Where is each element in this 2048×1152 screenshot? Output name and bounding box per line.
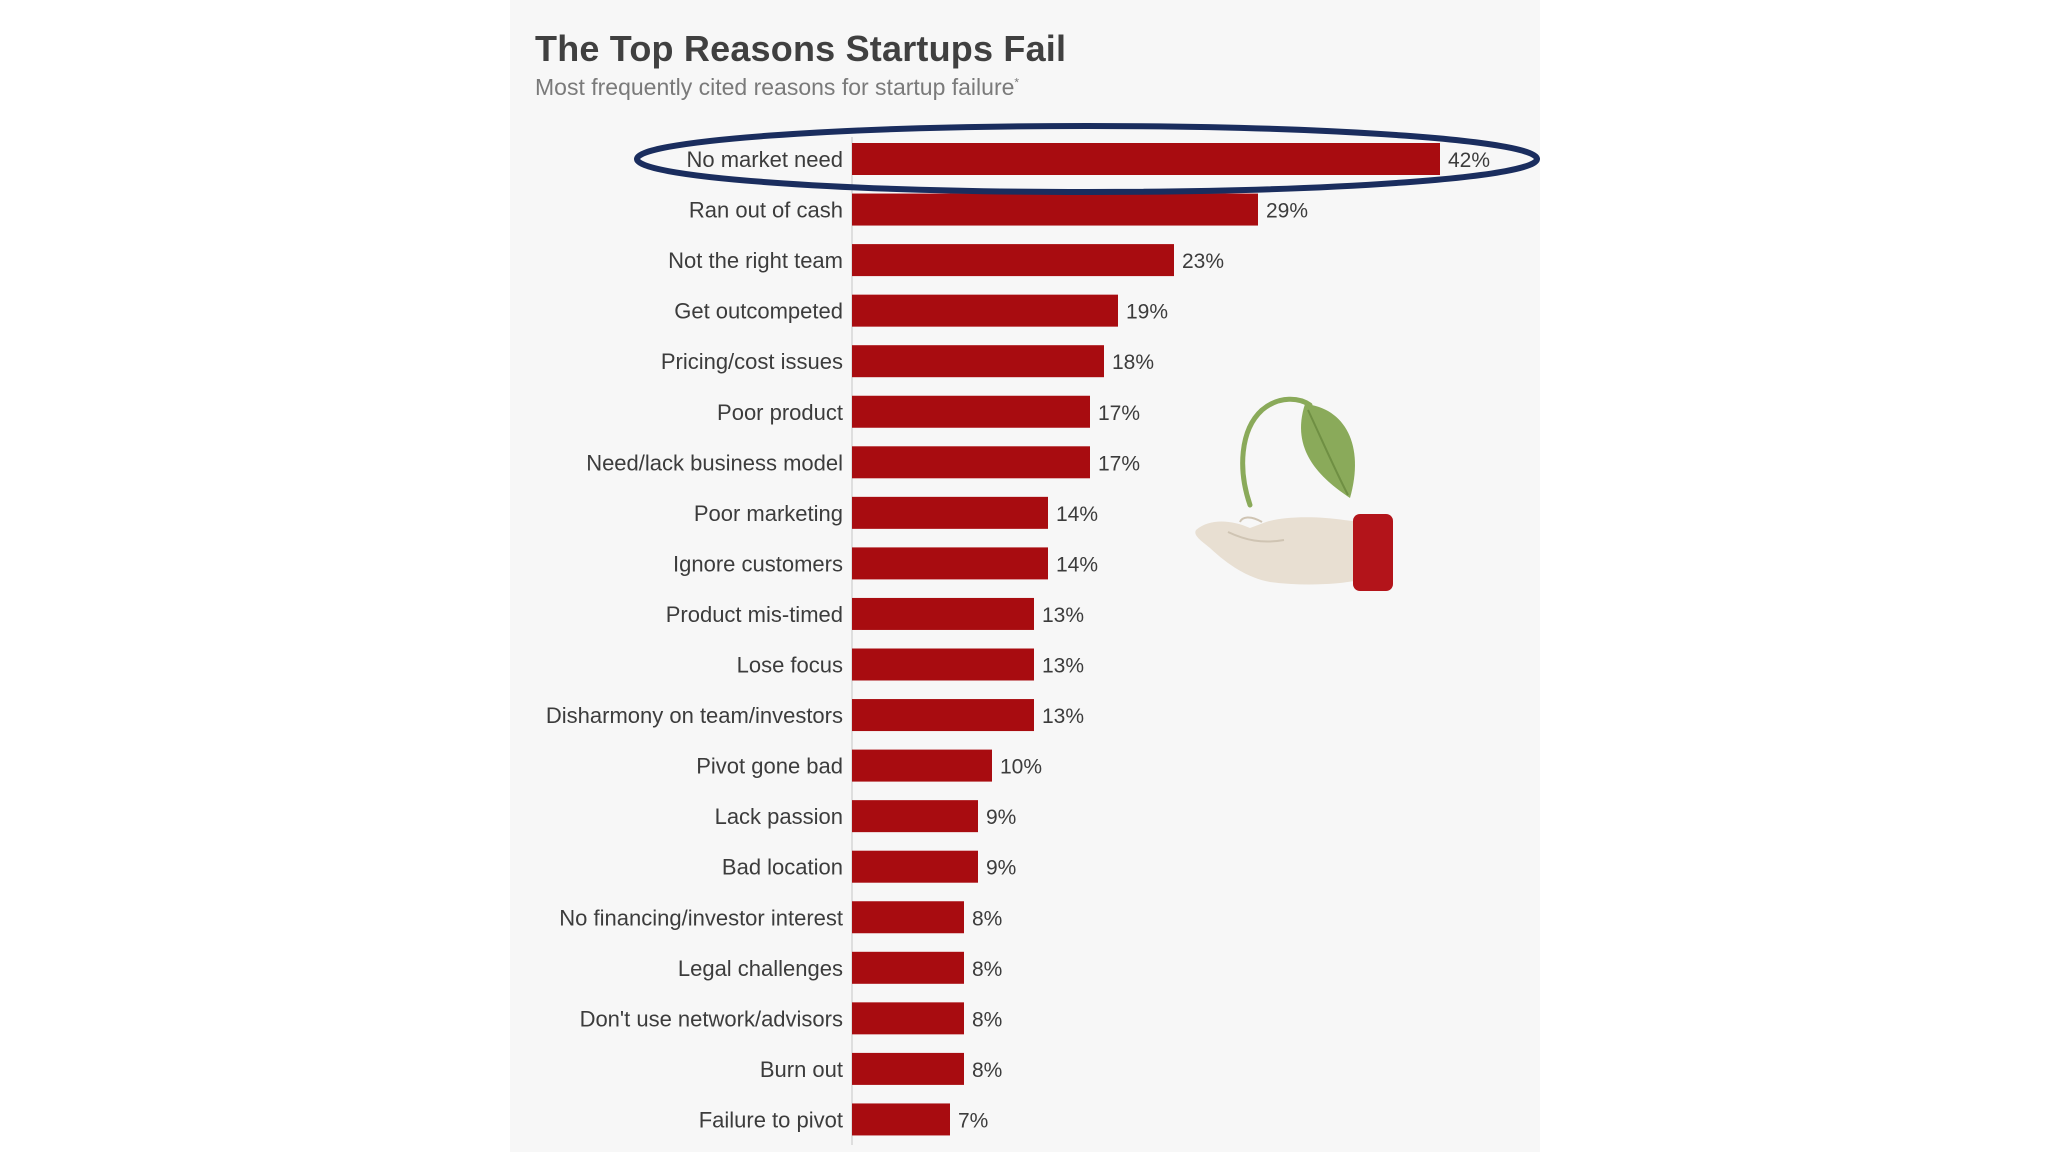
bar: [852, 446, 1090, 479]
category-label: Pivot gone bad: [696, 754, 843, 779]
value-label: 17%: [1098, 452, 1140, 475]
category-label: No financing/investor interest: [559, 905, 843, 930]
category-label: Pricing/cost issues: [661, 349, 843, 374]
chart-subtitle-text: Most frequently cited reasons for startu…: [535, 74, 1015, 100]
value-label: 14%: [1056, 503, 1098, 526]
value-label: 8%: [972, 907, 1002, 930]
value-label: 10%: [1000, 756, 1042, 779]
category-label: Lose focus: [737, 653, 843, 678]
category-label: Bad location: [722, 855, 843, 880]
category-label: No market need: [686, 147, 843, 172]
category-label: Not the right team: [668, 248, 843, 273]
bar: [852, 951, 964, 984]
value-label: 9%: [986, 806, 1016, 829]
value-label: 29%: [1266, 200, 1308, 223]
thumb-line: [1239, 516, 1263, 523]
category-label: Get outcompeted: [674, 299, 843, 324]
hand-crease: [1227, 531, 1285, 543]
bar: [852, 800, 978, 833]
bar: [852, 749, 992, 782]
footnote-mark: *: [1014, 75, 1020, 90]
bar: [852, 901, 964, 934]
bar: [852, 648, 1034, 681]
value-label: 18%: [1112, 351, 1154, 374]
value-label: 8%: [972, 1059, 1002, 1082]
leaf-vein: [1307, 409, 1349, 496]
category-label: Legal challenges: [678, 956, 843, 981]
value-label: 13%: [1042, 655, 1084, 678]
value-label: 13%: [1042, 604, 1084, 627]
bar: [852, 244, 1174, 277]
value-label: 23%: [1182, 250, 1224, 273]
category-label: Don't use network/advisors: [580, 1006, 843, 1031]
value-label: 14%: [1056, 553, 1098, 576]
sprout-leaf: [1301, 404, 1355, 498]
bar: [852, 345, 1104, 378]
bar: [852, 143, 1440, 175]
category-label: Poor marketing: [694, 501, 843, 526]
category-label: Burn out: [760, 1057, 843, 1082]
bar: [852, 547, 1048, 580]
value-label: 7%: [958, 1109, 988, 1132]
sprout-stem: [1240, 396, 1313, 508]
bars-layer: No market need 42% Ran out of cash 29% Not t…: [546, 123, 1540, 1145]
category-label: Ignore customers: [673, 551, 843, 576]
hand-holding-sprout-icon: [1195, 396, 1393, 591]
category-label: Disharmony on team/investors: [546, 703, 843, 728]
hand-palm: [1195, 517, 1360, 585]
category-label: Lack passion: [715, 804, 843, 829]
chart-title: The Top Reasons Startups Fail: [535, 28, 1067, 69]
bar: [852, 496, 1048, 529]
bar: [852, 699, 1034, 732]
category-label: Need/lack business model: [586, 450, 843, 475]
value-label: 42%: [1448, 149, 1490, 172]
category-label: Poor product: [717, 400, 843, 425]
category-label: Failure to pivot: [699, 1107, 843, 1132]
bar: [852, 1103, 950, 1136]
value-label: 8%: [972, 958, 1002, 981]
bar: [852, 597, 1034, 630]
bar: [852, 1002, 964, 1035]
value-label: 13%: [1042, 705, 1084, 728]
bar: [852, 294, 1118, 327]
category-label: Product mis-timed: [666, 602, 843, 627]
bar: [852, 850, 978, 883]
value-label: 19%: [1126, 301, 1168, 324]
value-label: 8%: [972, 1008, 1002, 1031]
value-label: 17%: [1098, 402, 1140, 425]
bar: [852, 193, 1258, 226]
value-label: 9%: [986, 857, 1016, 880]
sleeve-cuff: [1353, 514, 1393, 591]
bar: [852, 395, 1090, 428]
category-label: Ran out of cash: [689, 198, 843, 223]
bar: [852, 1052, 964, 1085]
highlight-ellipse: [634, 123, 1540, 195]
chart-subtitle: Most frequently cited reasons for startu…: [535, 74, 1019, 101]
